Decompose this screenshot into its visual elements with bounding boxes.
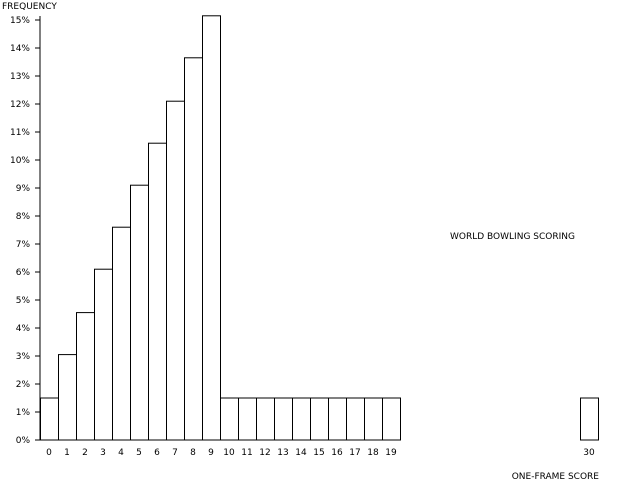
y-tick-label: 13% bbox=[10, 72, 30, 82]
bar bbox=[40, 397, 59, 441]
y-tick-label: 8% bbox=[16, 212, 31, 222]
bar bbox=[94, 268, 113, 441]
x-tick-label: 15 bbox=[313, 448, 324, 458]
bar bbox=[220, 397, 239, 441]
x-tick-label: 0 bbox=[46, 448, 52, 458]
x-tick-label: 10 bbox=[223, 448, 235, 458]
bar bbox=[382, 397, 401, 441]
x-tick-label: 18 bbox=[367, 448, 379, 458]
x-tick-label: 4 bbox=[118, 448, 124, 458]
bar bbox=[130, 184, 149, 441]
y-tick-label: 5% bbox=[16, 296, 31, 306]
bar bbox=[256, 397, 275, 441]
y-tick-label: 11% bbox=[10, 128, 30, 138]
bar bbox=[328, 397, 347, 441]
bar bbox=[148, 142, 167, 441]
x-tick-label: 17 bbox=[349, 448, 360, 458]
y-tick-label: 6% bbox=[16, 268, 31, 278]
bar bbox=[202, 15, 221, 441]
x-tick-label: 11 bbox=[241, 448, 252, 458]
bar bbox=[238, 397, 257, 441]
bar bbox=[292, 397, 311, 441]
y-tick-label: 2% bbox=[16, 380, 31, 390]
y-tick-label: 9% bbox=[16, 184, 31, 194]
x-tick-label: 2 bbox=[82, 448, 88, 458]
x-tick-label: 6 bbox=[154, 448, 160, 458]
x-tick-label: 16 bbox=[331, 448, 343, 458]
x-tick-label: 3 bbox=[100, 448, 106, 458]
x-tick-label: 8 bbox=[190, 448, 196, 458]
x-tick-label: 5 bbox=[136, 448, 142, 458]
y-tick-label: 10% bbox=[10, 156, 30, 166]
x-tick-label: 14 bbox=[295, 448, 307, 458]
x-tick-label: 30 bbox=[583, 448, 595, 458]
bar bbox=[346, 397, 365, 441]
bar bbox=[274, 397, 293, 441]
bar bbox=[112, 226, 131, 441]
y-tick-label: 7% bbox=[16, 240, 31, 250]
bar bbox=[580, 397, 599, 441]
x-tick-label: 13 bbox=[277, 448, 288, 458]
bar bbox=[310, 397, 329, 441]
x-tick-label: 7 bbox=[172, 448, 178, 458]
y-tick-label: 0% bbox=[16, 436, 31, 446]
chart-annotation: WORLD BOWLING SCORING bbox=[450, 232, 575, 242]
y-tick-label: 4% bbox=[16, 324, 31, 334]
bar bbox=[166, 100, 185, 441]
x-tick-label: 19 bbox=[385, 448, 397, 458]
y-tick-label: 14% bbox=[10, 44, 30, 54]
x-tick-label: 1 bbox=[64, 448, 70, 458]
bar bbox=[58, 354, 77, 441]
y-tick-label: 3% bbox=[16, 352, 31, 362]
y-axis-title: FREQUENCY bbox=[2, 2, 57, 12]
y-tick-label: 12% bbox=[10, 100, 30, 110]
y-tick-label: 15% bbox=[10, 16, 30, 26]
x-axis-title: ONE-FRAME SCORE bbox=[512, 472, 600, 480]
bar bbox=[184, 57, 203, 441]
y-tick-label: 1% bbox=[16, 408, 31, 418]
bar bbox=[76, 312, 95, 441]
x-tick-label: 9 bbox=[208, 448, 214, 458]
bar bbox=[364, 397, 383, 441]
x-tick-label: 12 bbox=[259, 448, 270, 458]
